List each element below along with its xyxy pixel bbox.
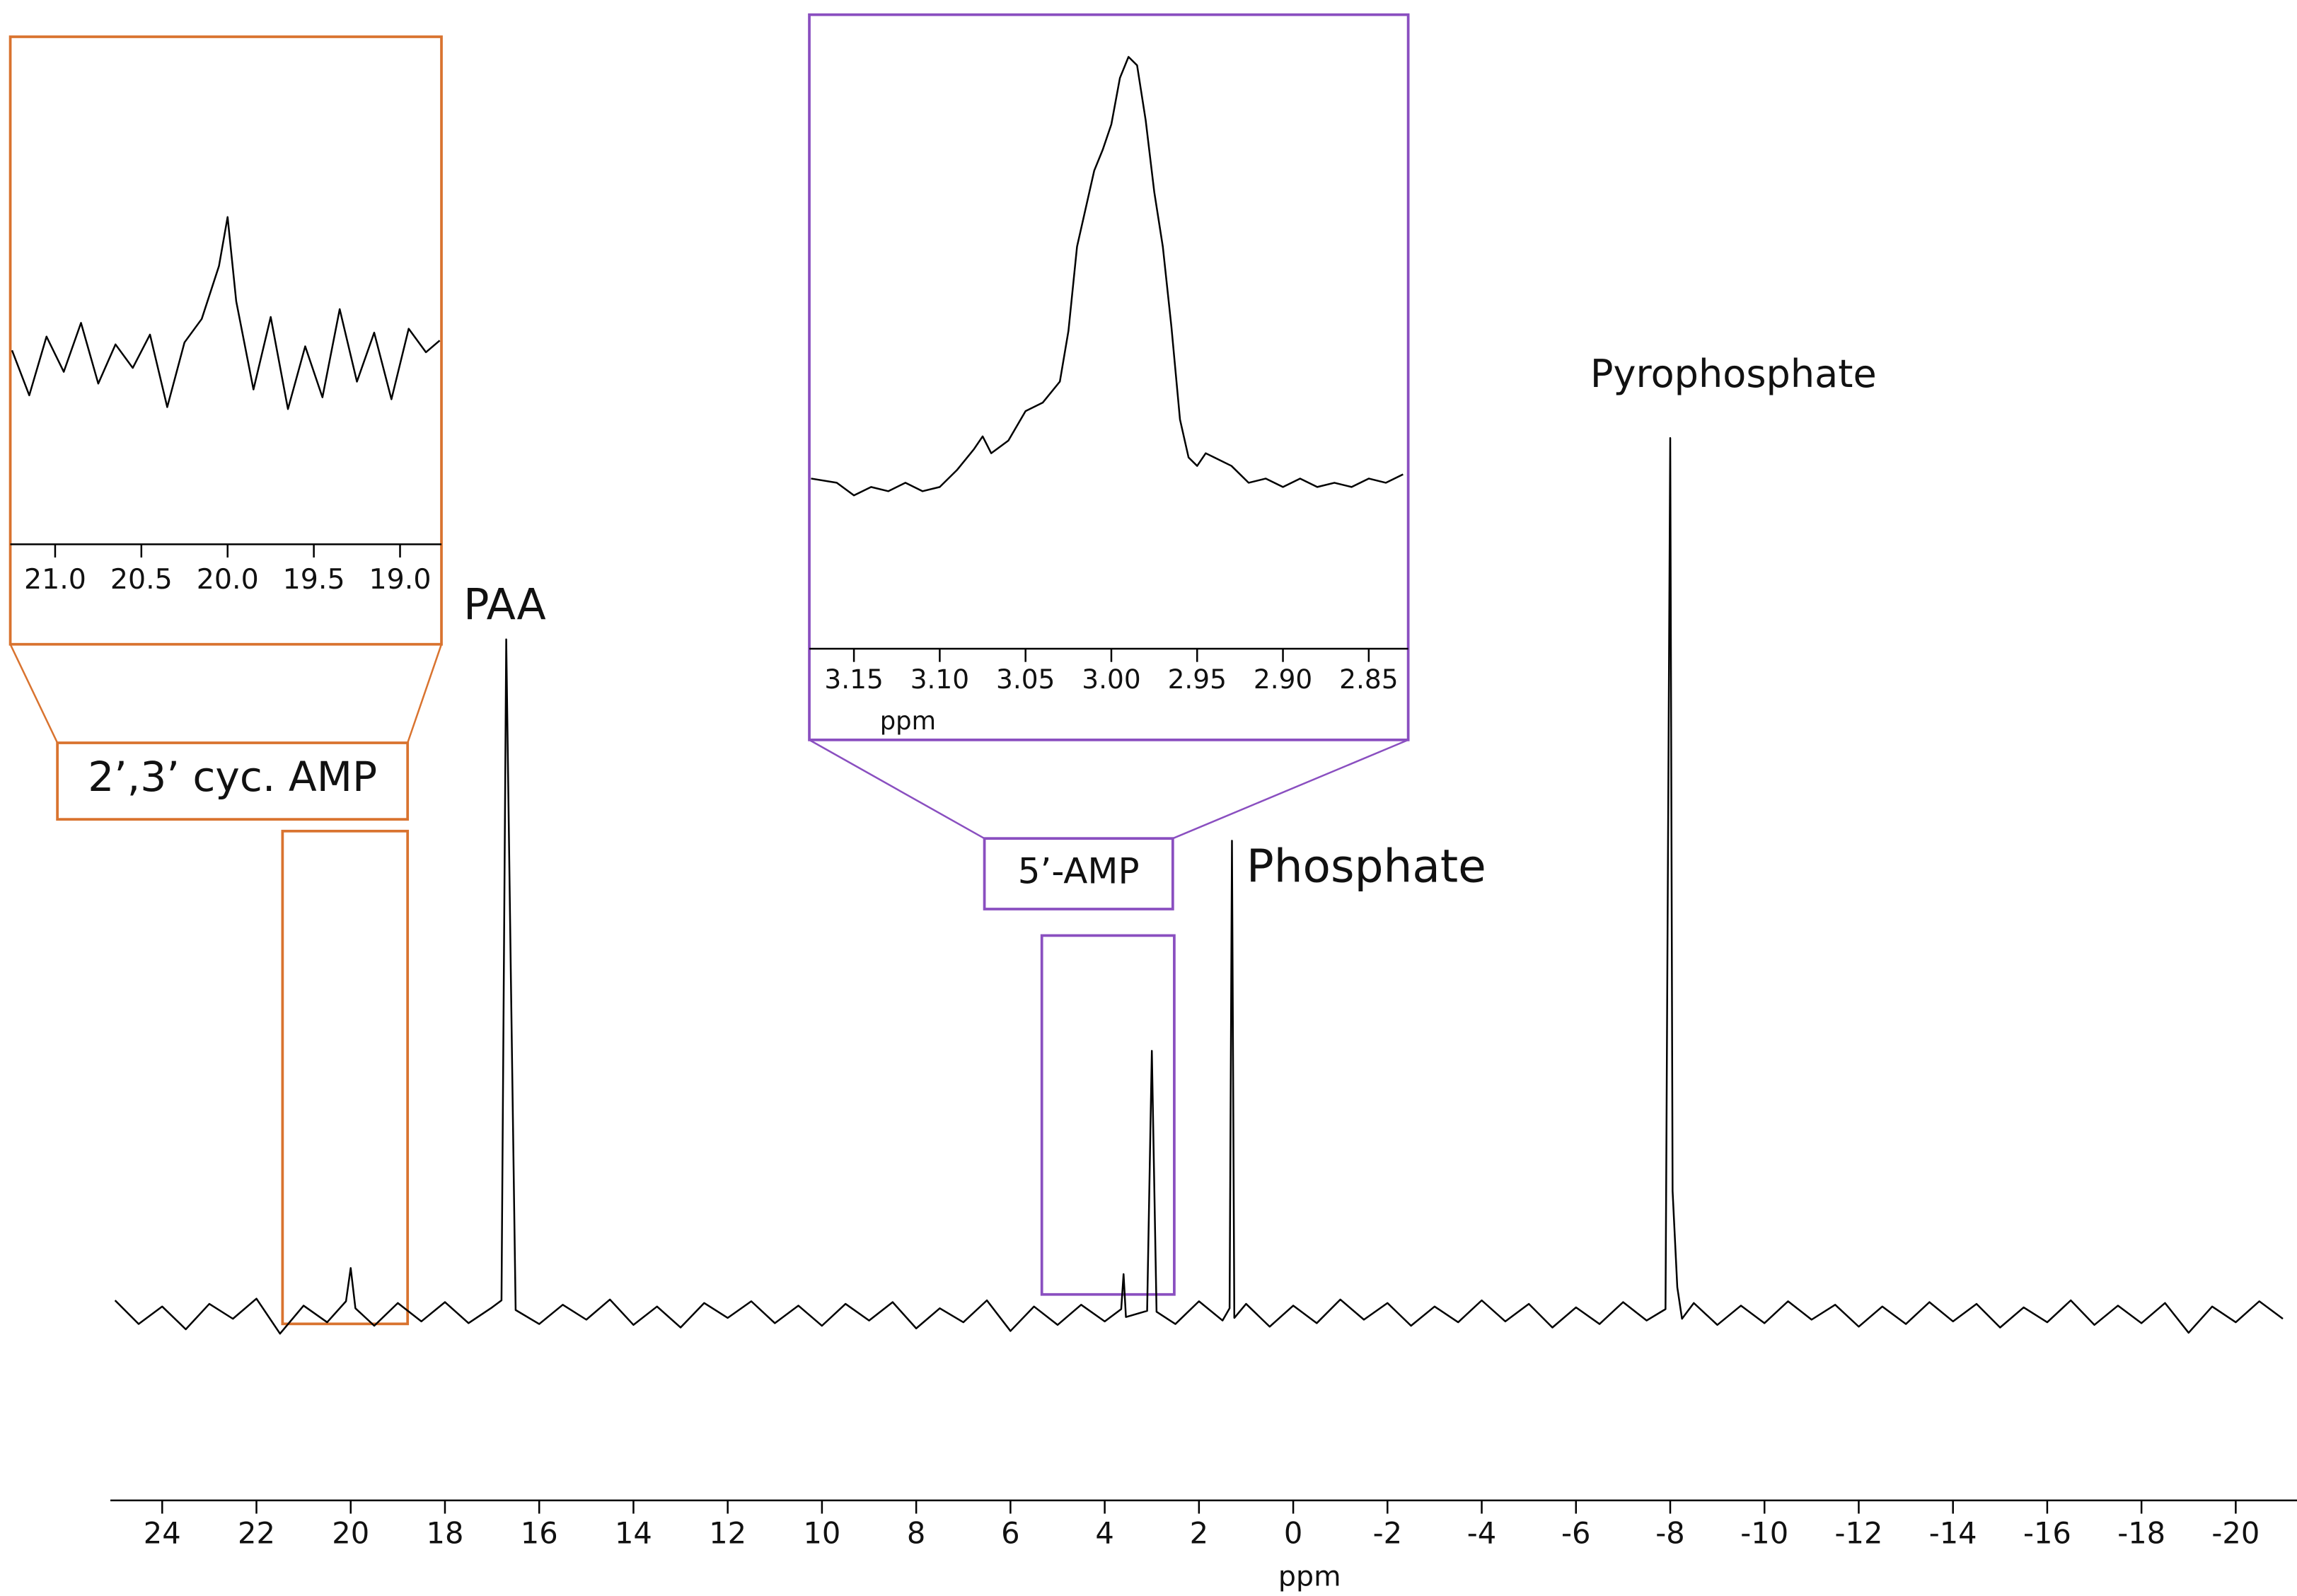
annotation: PAA (463, 580, 546, 630)
x-axis-label: ppm (1278, 1561, 1341, 1593)
x-tick-label: 0 (1284, 1516, 1302, 1551)
x-tick-label: 18 (427, 1516, 464, 1551)
x-tick-label: 16 (521, 1516, 558, 1551)
x-tick-label: 8 (907, 1516, 925, 1551)
x-tick-label: 19.5 (283, 563, 345, 596)
connector (809, 739, 985, 840)
x-tick-label: 2.85 (1339, 664, 1398, 695)
x-tick-label: -4 (1467, 1516, 1496, 1551)
x-tick-label: 10 (803, 1516, 840, 1551)
x-tick-label: -20 (2211, 1516, 2260, 1551)
x-tick-label: 3.00 (1082, 664, 1140, 695)
x-tick-label: 20.5 (110, 563, 173, 596)
x-axis-label: ppm (880, 707, 936, 736)
x-tick-label: 24 (144, 1516, 181, 1551)
x-tick-label: 20 (332, 1516, 369, 1551)
annotation: 5’-AMP (1018, 851, 1140, 892)
x-tick-label: 2.90 (1254, 664, 1312, 695)
annotation: Pyrophosphate (1590, 352, 1877, 396)
x-tick-label: -10 (1740, 1516, 1788, 1551)
x-tick-label: 19.0 (369, 563, 432, 596)
x-tick-label: -2 (1373, 1516, 1402, 1551)
label-box (983, 837, 1174, 910)
x-tick-label: -18 (2117, 1516, 2165, 1551)
spectrum-line (114, 436, 2284, 1335)
x-tick-label: 4 (1095, 1516, 1113, 1551)
annotation: 2’,3’ cyc. AMP (88, 753, 377, 801)
highlight-box (281, 829, 410, 1326)
x-tick-label: 2 (1190, 1516, 1208, 1551)
x-tick-label: 3.10 (910, 664, 969, 695)
spectrum-line (11, 216, 441, 410)
spectrum-line (811, 56, 1404, 497)
annotation: Phosphate (1246, 840, 1486, 893)
highlight-box (1040, 934, 1176, 1296)
x-tick-label: 3.15 (824, 664, 883, 695)
x-tick-label: -14 (1929, 1516, 1977, 1551)
x-tick-label: 21.0 (24, 563, 86, 596)
x-tick-label: 12 (709, 1516, 746, 1551)
x-tick-label: -6 (1561, 1516, 1590, 1551)
x-tick-label: -8 (1655, 1516, 1684, 1551)
x-tick-label: -12 (1835, 1516, 1883, 1551)
x-tick-label: 6 (1001, 1516, 1019, 1551)
connector (1172, 739, 1409, 840)
x-tick-label: 3.05 (996, 664, 1055, 695)
x-tick-label: 14 (615, 1516, 652, 1551)
x-tick-label: 22 (238, 1516, 275, 1551)
connector (9, 644, 59, 744)
x-tick-label: 20.0 (197, 563, 259, 596)
connector (407, 644, 443, 744)
label-box (56, 741, 410, 821)
inset-frame (808, 13, 1410, 741)
inset-frame (8, 35, 443, 646)
x-tick-label: 2.95 (1168, 664, 1227, 695)
x-tick-label: -16 (2023, 1516, 2071, 1551)
